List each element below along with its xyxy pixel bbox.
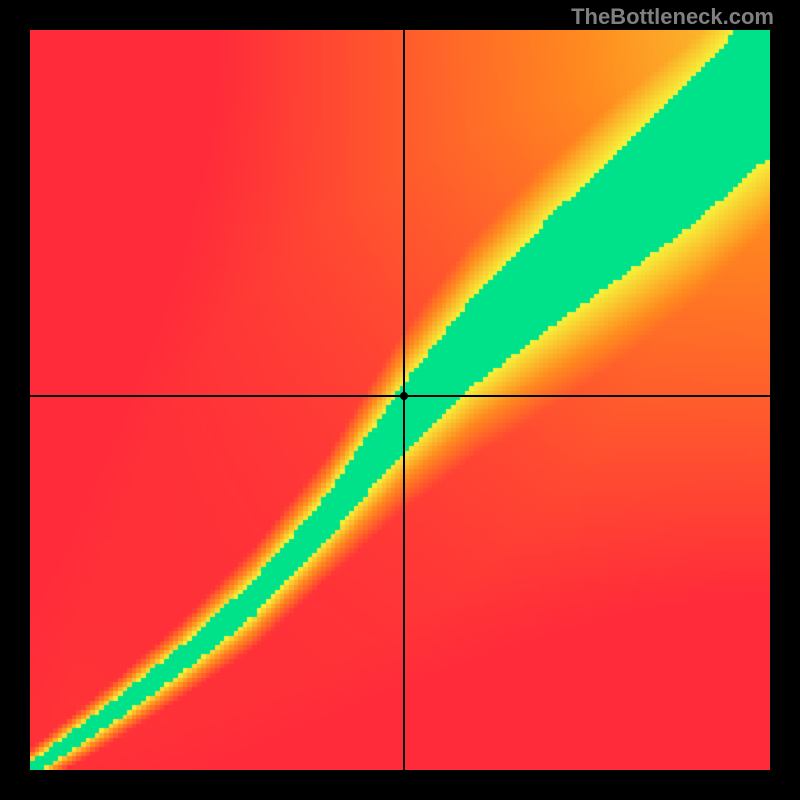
plot-area [30,30,770,770]
chart-container: { "watermark": { "text": "TheBottleneck.… [0,0,800,800]
heatmap-canvas [30,30,770,770]
watermark-text: TheBottleneck.com [571,4,774,30]
crosshair-dot [400,392,408,400]
